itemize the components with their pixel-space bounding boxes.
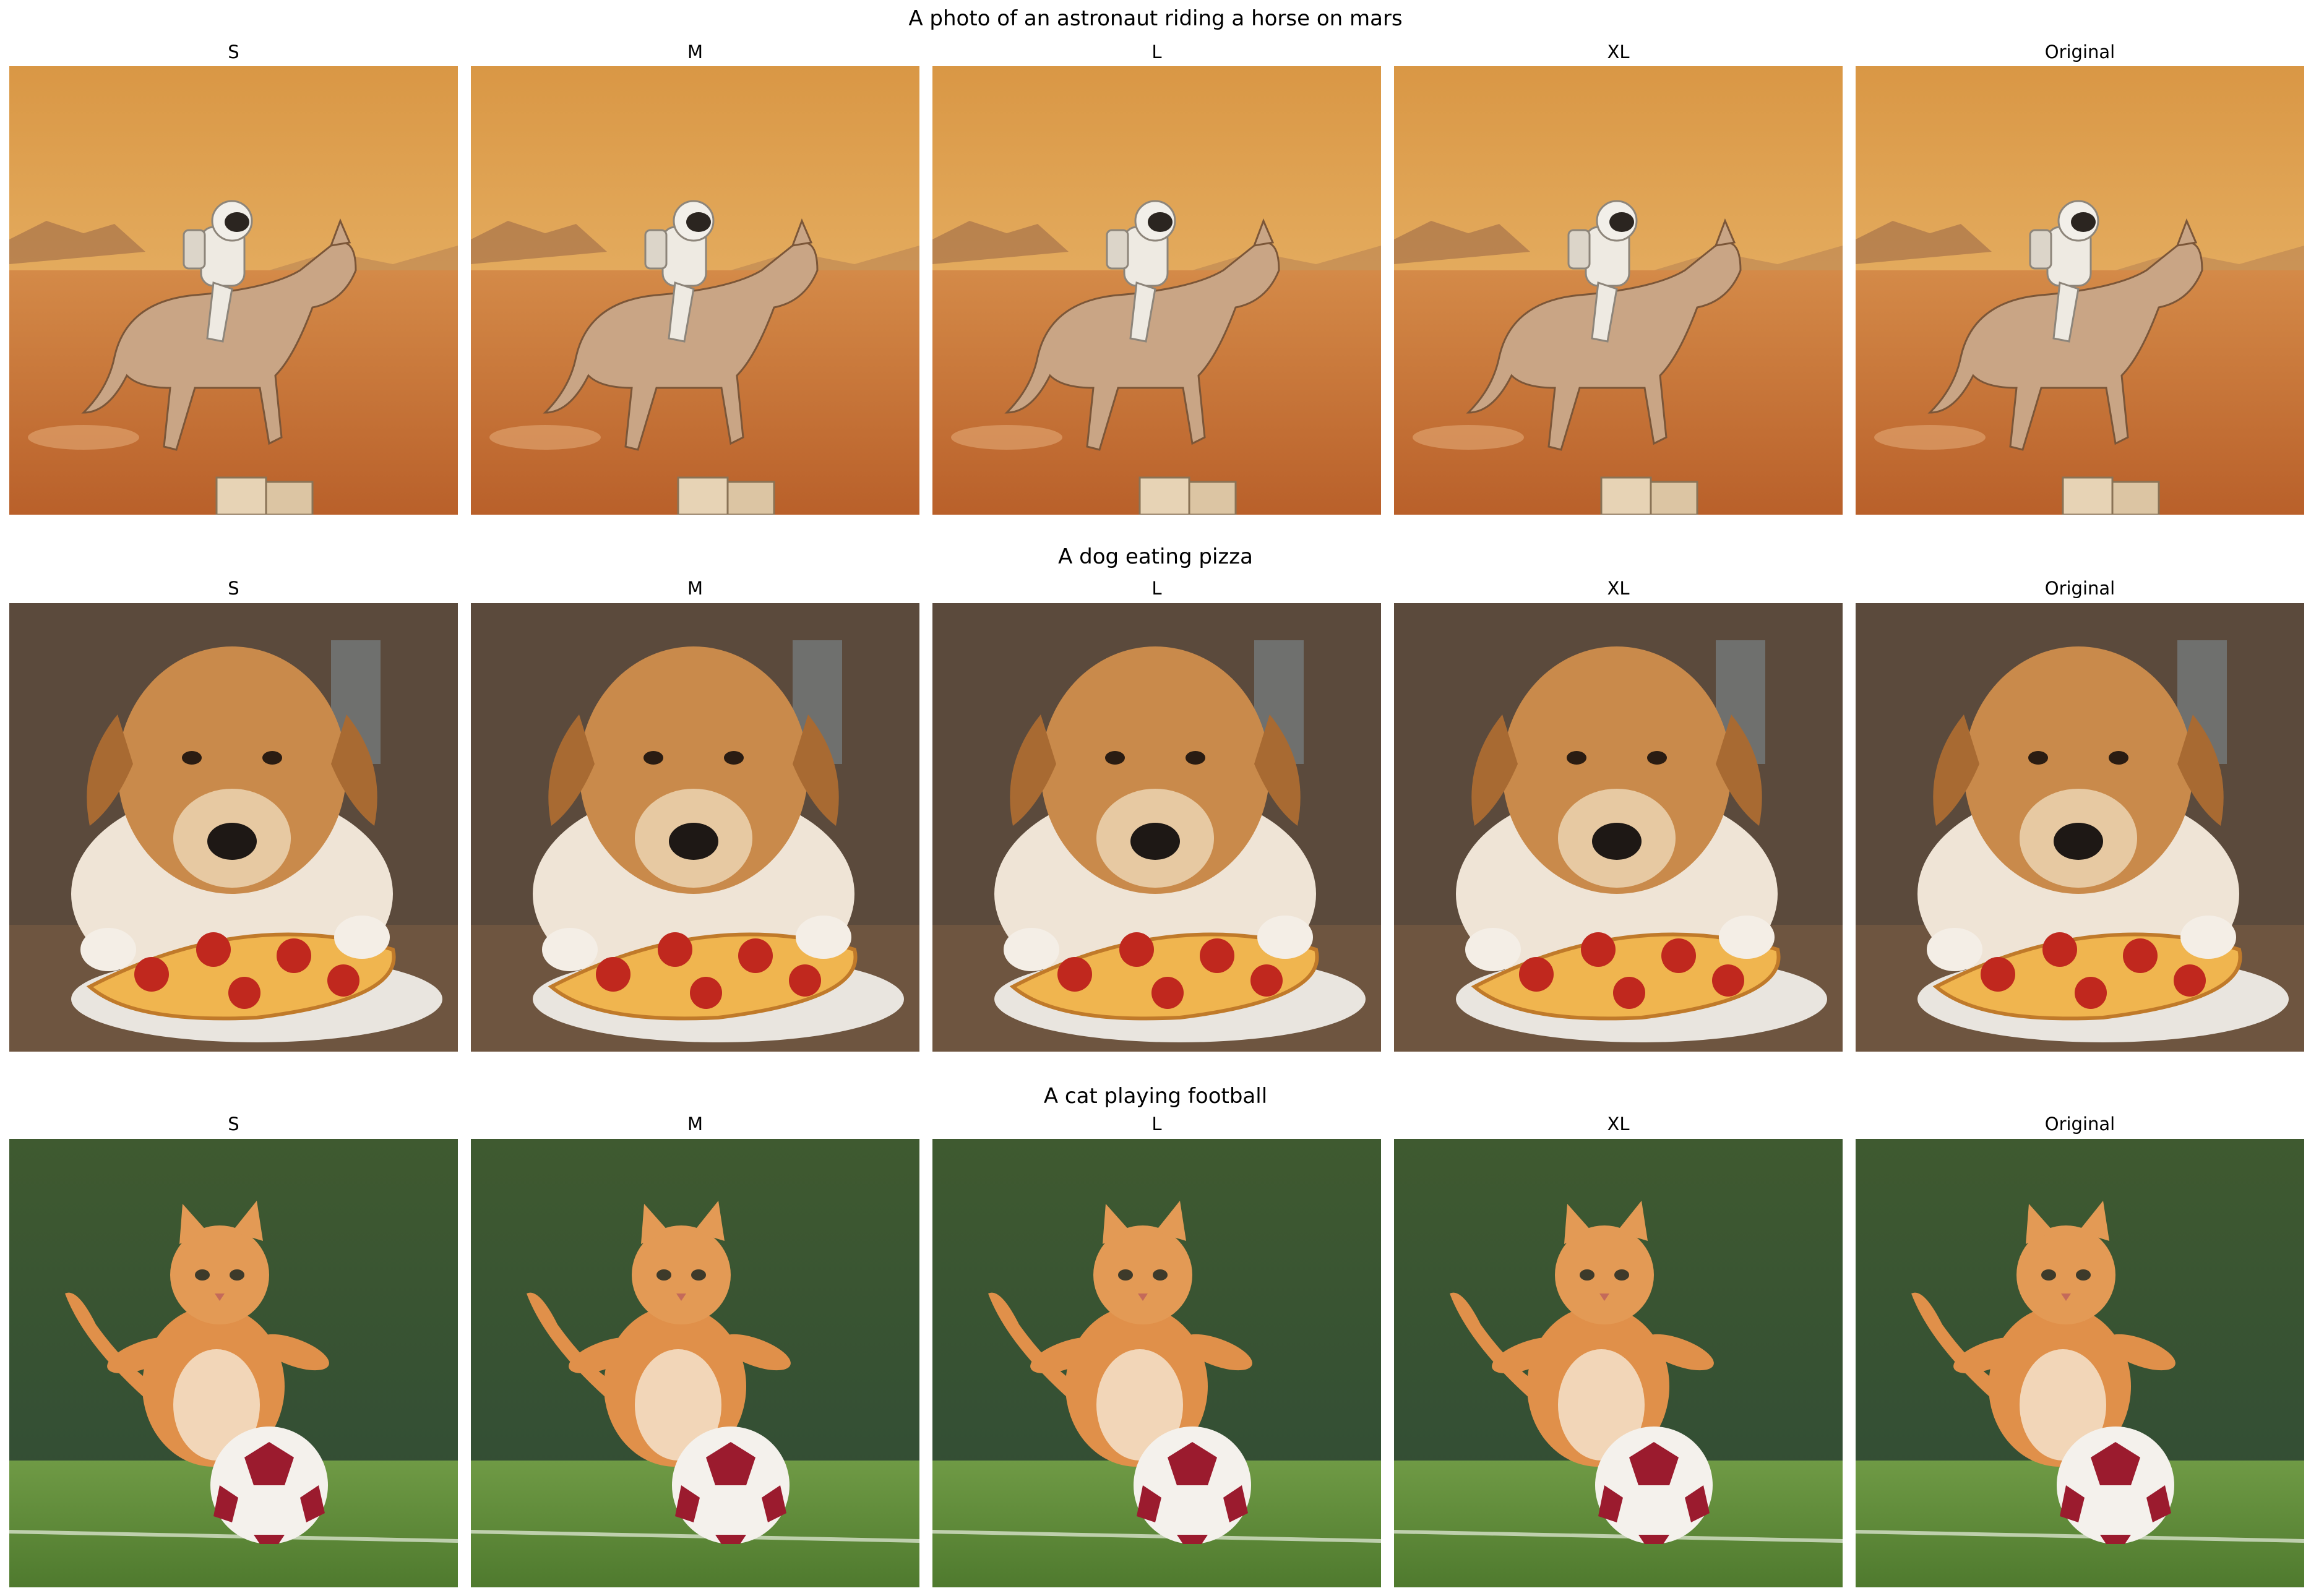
astronaut-horse-illustration [1394, 66, 1843, 515]
cat-football-illustration [1856, 1139, 2304, 1587]
column-label: S [228, 41, 239, 62]
astronaut-horse-illustration [932, 66, 1381, 515]
image-panel-astronaut-horse [1394, 66, 1843, 515]
image-panel-dog-pizza [471, 603, 919, 1052]
dog-pizza-illustration [1394, 603, 1843, 1052]
column-label: S [228, 578, 239, 599]
column-label: L [1151, 578, 1162, 599]
image-panel-cat-football [1394, 1139, 1843, 1587]
image-panel-cat-football [9, 1139, 458, 1587]
column-label: Original [2044, 578, 2115, 599]
astronaut-horse-illustration [471, 66, 919, 515]
row-title: A photo of an astronaut riding a horse o… [908, 6, 1403, 31]
column-label: XL [1607, 41, 1630, 62]
dog-pizza-illustration [9, 603, 458, 1052]
row-title: A dog eating pizza [1058, 544, 1253, 569]
column-label: XL [1607, 1113, 1630, 1135]
image-panel-astronaut-horse [471, 66, 919, 515]
dog-pizza-illustration [932, 603, 1381, 1052]
column-label: M [687, 578, 704, 599]
image-panel-cat-football [471, 1139, 919, 1587]
row-title: A cat playing football [1043, 1084, 1268, 1109]
column-label: M [687, 1113, 704, 1135]
cat-football-illustration [471, 1139, 919, 1587]
cat-football-illustration [9, 1139, 458, 1587]
image-panel-astronaut-horse [1856, 66, 2304, 515]
astronaut-horse-illustration [9, 66, 458, 515]
cat-football-illustration [1394, 1139, 1843, 1587]
image-panel-dog-pizza [1856, 603, 2304, 1052]
astronaut-horse-illustration [1856, 66, 2304, 515]
column-label: S [228, 1113, 239, 1135]
image-panel-astronaut-horse [932, 66, 1381, 515]
image-panel-cat-football [932, 1139, 1381, 1587]
image-panel-dog-pizza [932, 603, 1381, 1052]
dog-pizza-illustration [1856, 603, 2304, 1052]
dog-pizza-illustration [471, 603, 919, 1052]
image-panel-dog-pizza [9, 603, 458, 1052]
image-panel-cat-football [1856, 1139, 2304, 1587]
column-label: Original [2044, 1113, 2115, 1135]
image-panel-dog-pizza [1394, 603, 1843, 1052]
column-label: Original [2044, 41, 2115, 62]
image-panel-astronaut-horse [9, 66, 458, 515]
column-label: XL [1607, 578, 1630, 599]
column-label: L [1151, 41, 1162, 62]
cat-football-illustration [932, 1139, 1381, 1587]
column-label: L [1151, 1113, 1162, 1135]
column-label: M [687, 41, 704, 62]
